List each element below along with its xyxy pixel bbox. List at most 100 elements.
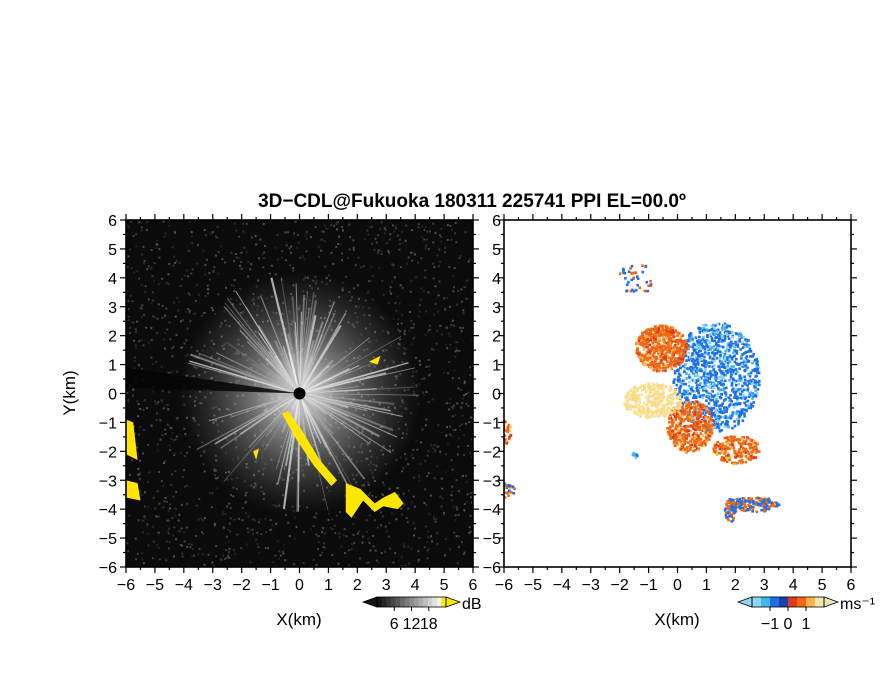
velocity-pixel	[679, 366, 682, 370]
velocity-pixel	[674, 364, 677, 368]
velocity-pixel	[704, 384, 707, 387]
velocity-pixel	[748, 447, 752, 450]
velocity-pixel	[682, 392, 685, 396]
velocity-pixel	[662, 403, 666, 407]
velocity-pixel	[651, 394, 655, 398]
velocity-pixel	[703, 424, 707, 427]
velocity-pixel	[717, 427, 721, 430]
velocity-pixel	[657, 329, 660, 332]
velocity-pixel	[667, 340, 670, 344]
velocity-pixel	[733, 360, 737, 364]
velocity-pixel	[738, 447, 741, 451]
velocity-pixel	[672, 347, 675, 350]
velocity-pixel	[655, 382, 659, 385]
velocity-pixel	[678, 393, 682, 397]
velocity-pixel	[739, 413, 743, 416]
velocity-pixel	[736, 502, 740, 505]
velocity-pixel	[691, 366, 695, 370]
velocity-pixel	[717, 322, 721, 326]
velocity-pixel	[625, 401, 629, 405]
velocity-pixel	[700, 385, 704, 389]
velocity-pixel	[702, 336, 705, 339]
velocity-pixel	[705, 407, 709, 410]
velocity-pixel	[681, 438, 684, 442]
velocity-pixel	[625, 405, 628, 408]
velocity-pixel	[720, 393, 723, 396]
velocity-pixel	[640, 357, 644, 361]
velocity-pixel	[673, 345, 676, 348]
velocity-pixel	[683, 367, 687, 371]
velocity-pixel	[701, 423, 704, 427]
velocity-pixel	[688, 334, 692, 338]
velocity-pixel	[727, 343, 731, 346]
velocity-pixel	[741, 365, 744, 368]
velocity-pixel	[719, 404, 723, 407]
velocity-pixel	[646, 328, 650, 331]
velocity-pixel	[703, 379, 706, 382]
velocity-pixel	[731, 461, 734, 465]
velocity-pixel	[730, 365, 733, 368]
velocity-pixel	[695, 358, 699, 361]
velocity-pixel	[718, 407, 722, 411]
x-tick-label: −3	[204, 577, 222, 594]
y-tick-label: 1	[492, 358, 501, 375]
velocity-pixel	[668, 356, 671, 360]
velocity-pixel	[664, 348, 667, 351]
velocity-pixel	[741, 460, 744, 464]
plot-content	[504, 264, 781, 523]
velocity-pixel	[734, 379, 738, 383]
velocity-pixel	[651, 333, 655, 336]
velocity-pixel	[691, 353, 694, 357]
velocity-pixel	[678, 354, 682, 357]
x-tick-label: 3	[760, 577, 769, 594]
velocity-pixel	[740, 409, 744, 412]
velocity-pixel	[703, 347, 707, 351]
velocity-pixel	[708, 381, 712, 384]
velocity-pixel	[631, 288, 634, 292]
velocity-pixel	[675, 383, 679, 387]
colorbar-unit: dB	[462, 596, 482, 613]
velocity-pixel	[715, 420, 718, 423]
velocity-pixel	[675, 424, 679, 428]
velocity-pixel	[508, 484, 512, 487]
velocity-pixel	[641, 270, 644, 274]
velocity-pixel	[735, 352, 739, 355]
velocity-pixel	[726, 361, 730, 365]
velocity-pixel	[709, 328, 712, 332]
velocity-pixel	[701, 396, 704, 399]
velocity-pixel	[722, 382, 725, 386]
velocity-pixel	[712, 412, 715, 415]
velocity-pixel	[724, 406, 728, 409]
y-tick-label: −5	[483, 531, 501, 548]
velocity-pixel	[660, 386, 664, 389]
velocity-pixel	[705, 440, 709, 443]
velocity-pixel	[505, 442, 508, 445]
y-tick-label: −4	[483, 502, 501, 519]
velocity-pixel	[701, 405, 705, 409]
velocity-pixel	[682, 382, 685, 386]
velocity-pixel	[504, 429, 508, 432]
velocity-pixel	[677, 340, 681, 343]
velocity-pixel	[735, 362, 738, 365]
velocity-pixel	[714, 401, 718, 405]
velocity-pixel	[694, 435, 698, 439]
velocity-pixel	[711, 323, 715, 327]
velocity-pixel	[735, 357, 738, 361]
velocity-pixel	[676, 393, 680, 396]
velocity-pixel	[665, 409, 669, 413]
velocity-pixel	[766, 498, 769, 502]
velocity-pixel	[751, 507, 754, 511]
velocity-pixel	[691, 433, 695, 437]
velocity-pixel	[697, 354, 700, 357]
velocity-pixel	[724, 349, 727, 353]
velocity-pixel	[706, 410, 709, 413]
velocity-pixel	[680, 395, 684, 399]
velocity-pixel	[751, 397, 754, 400]
colorbar-low-arrow	[361, 596, 378, 608]
velocity-pixel	[640, 393, 643, 397]
velocity-pixel	[723, 339, 726, 342]
velocity-pixel	[660, 399, 664, 403]
velocity-pixel	[720, 345, 723, 348]
velocity-pixel	[705, 343, 709, 347]
